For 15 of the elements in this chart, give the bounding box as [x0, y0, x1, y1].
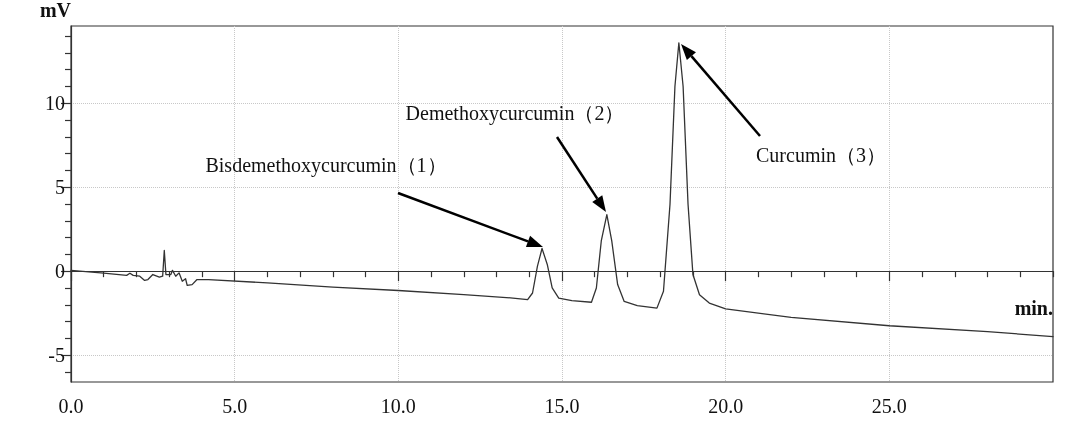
x-tick-label: 5.0	[222, 395, 248, 417]
y-tick-label: 0	[55, 260, 65, 283]
x-tick-label: 10.0	[380, 395, 416, 417]
x-axis-title: min.	[1014, 297, 1053, 320]
y-axis-title: mV	[39, 0, 72, 21]
annotation: Bisdemethoxycurcumin（1）	[205, 153, 447, 177]
y-tick-label: -5	[48, 344, 65, 367]
annotation: Curcumin（3）	[756, 143, 886, 166]
x-tick-label: 0.0	[58, 395, 84, 417]
annotation: Demethoxycurcumin（2）	[405, 101, 625, 125]
x-tick-label: 25.0	[871, 395, 907, 417]
x-tick-label: 15.0	[544, 395, 580, 417]
y-tick-label: 5	[55, 176, 65, 199]
x-tick-label: 20.0	[708, 395, 744, 417]
y-tick-label: 10	[45, 92, 65, 115]
